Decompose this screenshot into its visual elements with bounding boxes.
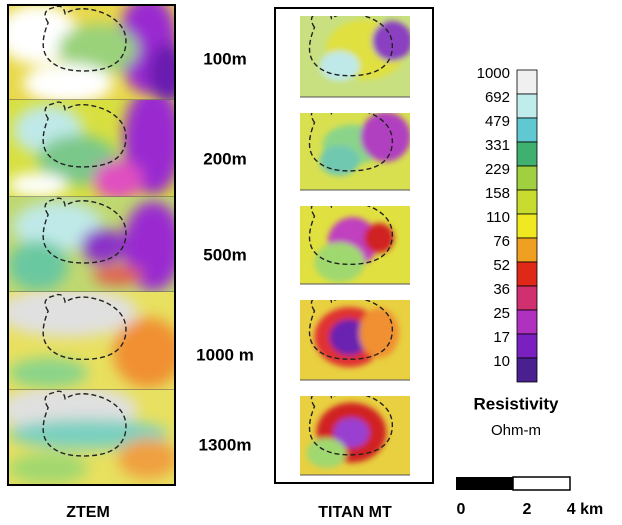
anomaly	[306, 438, 346, 468]
depth-labels: 100m 200m 500m 1000 m 1300m	[196, 49, 254, 454]
map-panel	[300, 294, 410, 380]
anomaly	[81, 228, 125, 264]
colorbar-swatch	[517, 238, 537, 262]
map-panel	[300, 106, 411, 190]
anomaly	[359, 308, 399, 358]
colorbar-label: 52	[493, 257, 510, 274]
anomaly	[113, 318, 183, 388]
map-panel	[0, 0, 188, 104]
depth-label: 200m	[203, 149, 246, 168]
map-panel	[0, 287, 183, 390]
scale-label: 4 km	[567, 501, 603, 518]
scale-bar-white	[513, 477, 570, 490]
colorbar-swatch	[517, 262, 537, 286]
colorbar-title: Resistivity	[473, 394, 559, 413]
anomaly	[8, 241, 68, 291]
column-label: ZTEM	[66, 504, 110, 521]
depth-label: 100m	[203, 49, 246, 68]
colorbar-label: 110	[486, 209, 510, 226]
colorbar-label: 1000	[477, 65, 510, 82]
colorbar-label: 10	[493, 353, 510, 370]
colorbar-swatch	[517, 286, 537, 310]
colorbar-unit: Ohm-m	[491, 422, 541, 439]
colorbar-swatch	[517, 334, 537, 358]
map-anomalies	[8, 201, 183, 291]
colorbar-swatch	[517, 358, 537, 382]
anomaly	[361, 112, 411, 162]
anomaly	[372, 21, 412, 61]
map-panel	[300, 11, 412, 97]
scale-bar-black	[456, 477, 513, 490]
colorbar-label: 36	[493, 281, 510, 298]
map-panels	[0, 0, 433, 485]
anomaly	[93, 265, 143, 285]
colorbar-swatch	[517, 94, 537, 118]
map-panel	[8, 85, 183, 200]
depth-label: 1300m	[199, 435, 252, 454]
depth-label: 500m	[203, 245, 246, 264]
anomaly	[8, 453, 88, 483]
colorbar-swatch	[517, 118, 537, 142]
anomaly	[148, 44, 188, 104]
colorbar: 1000 692 479 331 229 158 110 76 52 36 25 17 10	[477, 65, 537, 382]
colorbar-label: 692	[485, 89, 510, 106]
map-panel	[0, 385, 178, 485]
colorbar-label: 331	[485, 137, 510, 154]
figure: 100m 200m 500m 1000 m 1300m 1000 692 479 331 229…	[0, 0, 622, 525]
depth-label: 1000 m	[196, 345, 254, 364]
colorbar-swatch	[517, 190, 537, 214]
colorbar-label: 76	[493, 233, 510, 250]
scale-label: 0	[457, 501, 466, 518]
anomaly	[8, 173, 68, 197]
anomaly	[93, 160, 143, 200]
colorbar-swatch	[517, 166, 537, 190]
anomaly	[8, 358, 88, 388]
colorbar-swatch	[517, 70, 537, 94]
colorbar-swatch	[517, 310, 537, 334]
map-panel	[300, 390, 410, 475]
anomaly	[320, 51, 360, 81]
anomaly	[118, 439, 178, 479]
colorbar-label: 479	[485, 113, 510, 130]
map-panel	[300, 200, 410, 284]
colorbar-label: 158	[485, 185, 510, 202]
colorbar-swatch	[517, 214, 537, 238]
colorbar-label: 229	[485, 161, 510, 178]
colorbar-label: 25	[493, 305, 510, 322]
anomaly	[315, 242, 365, 282]
column-label: TITAN MT	[318, 504, 392, 521]
scale-label: 2	[523, 501, 532, 518]
anomaly	[0, 287, 138, 337]
map-panel	[8, 197, 183, 292]
colorbar-swatch	[517, 142, 537, 166]
colorbar-label: 17	[493, 329, 510, 346]
